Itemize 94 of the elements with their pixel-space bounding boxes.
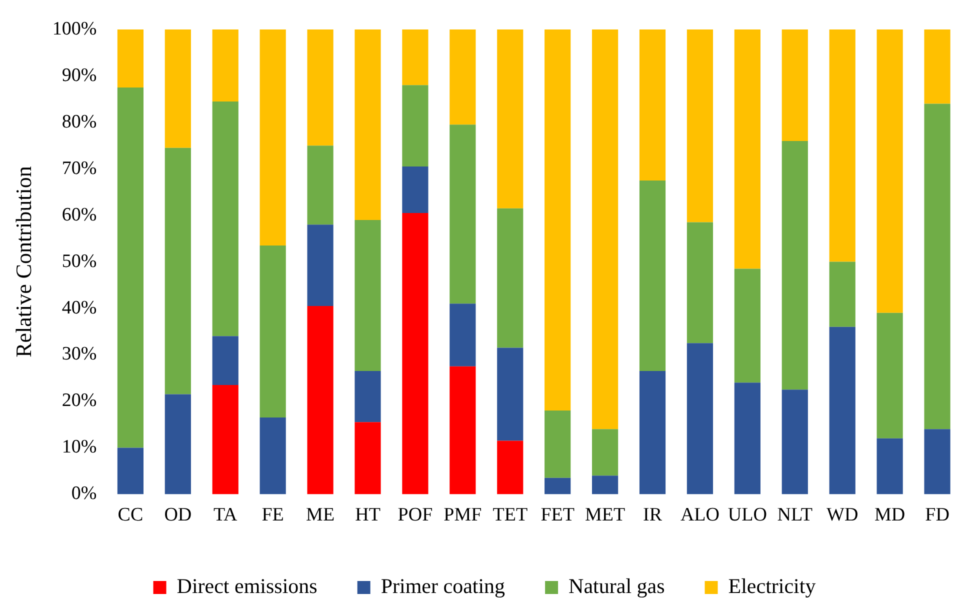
bar	[924, 104, 950, 430]
bar	[117, 29, 144, 88]
x-tick-label: MD	[874, 504, 906, 526]
bar	[686, 343, 714, 494]
y-tick-label: 0%	[71, 483, 97, 504]
x-tick-label: ME	[306, 504, 335, 526]
x-tick-label: HT	[355, 504, 381, 526]
x-tick-label: MET	[585, 504, 626, 526]
x-tick-label: FD	[925, 504, 950, 526]
bar	[260, 29, 286, 246]
y-tick-label: 90%	[62, 64, 97, 86]
bar	[402, 212, 428, 494]
legend-label: Natural gas	[568, 574, 665, 598]
bar	[497, 208, 524, 348]
bar	[164, 29, 191, 148]
bar	[686, 222, 714, 344]
bar	[450, 304, 476, 366]
x-tick-label: NLT	[777, 504, 813, 526]
bar	[829, 29, 856, 262]
x-tick-label: TET	[492, 504, 528, 526]
x-tick-label: ALO	[680, 504, 720, 526]
bar	[592, 29, 618, 430]
bar	[212, 384, 238, 494]
y-axis-title: Relative Contribution	[10, 166, 36, 358]
bar	[497, 29, 524, 208]
y-tick-label: 10%	[62, 436, 97, 458]
legend-label: Direct emissions	[176, 574, 318, 598]
bar	[829, 262, 856, 327]
bar	[450, 124, 476, 304]
bar	[354, 422, 381, 494]
x-tick-label: TA	[213, 504, 238, 526]
bar	[450, 366, 476, 494]
bar	[497, 348, 524, 441]
bar	[782, 29, 808, 141]
y-tick-label: 30%	[62, 344, 97, 365]
x-tick-label: CC	[118, 504, 144, 526]
bar	[924, 429, 950, 494]
y-tick-label: 80%	[62, 111, 97, 132]
bar	[782, 390, 808, 494]
bar	[260, 418, 286, 494]
bar	[402, 166, 428, 213]
bar	[734, 29, 760, 269]
y-tick-label: 50%	[62, 250, 97, 272]
bar	[212, 336, 238, 385]
bar	[592, 476, 618, 494]
bar	[354, 29, 381, 220]
y-tick-label: 70%	[62, 158, 97, 179]
legend-label: Electricity	[728, 574, 816, 598]
x-tick-label: OD	[164, 504, 192, 526]
x-tick-label: IR	[643, 504, 662, 526]
bar	[117, 88, 144, 448]
bar	[829, 326, 856, 494]
bar	[354, 371, 381, 422]
bar	[307, 29, 334, 146]
bar	[544, 410, 571, 478]
bar	[402, 29, 428, 86]
bar	[734, 268, 760, 383]
bar	[924, 29, 950, 104]
bar	[544, 478, 571, 494]
bar	[876, 438, 903, 494]
bar	[782, 140, 808, 390]
bar	[354, 220, 381, 372]
bar	[307, 306, 334, 494]
bar	[164, 148, 191, 394]
bar	[450, 29, 476, 125]
bar	[592, 429, 618, 476]
bar	[260, 246, 286, 418]
bar	[402, 85, 428, 167]
x-tick-label: FET	[540, 504, 575, 526]
x-tick-label: FE	[262, 504, 284, 526]
bar	[164, 394, 191, 494]
bar	[307, 224, 334, 306]
legend-label: Primer coating	[380, 574, 506, 598]
bar	[876, 312, 903, 438]
bar	[639, 29, 666, 180]
bar	[212, 101, 238, 336]
y-tick-label: 100%	[52, 18, 97, 40]
y-tick-label: 20%	[62, 390, 97, 412]
bar	[544, 29, 571, 411]
bar	[686, 29, 714, 222]
x-tick-label: PMF	[444, 504, 482, 526]
x-tick-label: ULO	[728, 504, 767, 526]
x-tick-label: POF	[398, 504, 433, 526]
x-tick-label: WD	[826, 504, 858, 526]
bar	[117, 448, 144, 494]
bar	[639, 371, 666, 494]
bar	[497, 440, 524, 494]
bar	[734, 382, 760, 494]
bar	[307, 146, 334, 225]
y-tick-label: 40%	[62, 297, 97, 318]
bar	[212, 29, 238, 102]
y-tick-label: 60%	[62, 204, 97, 226]
bar	[639, 180, 666, 372]
bar	[876, 29, 903, 313]
